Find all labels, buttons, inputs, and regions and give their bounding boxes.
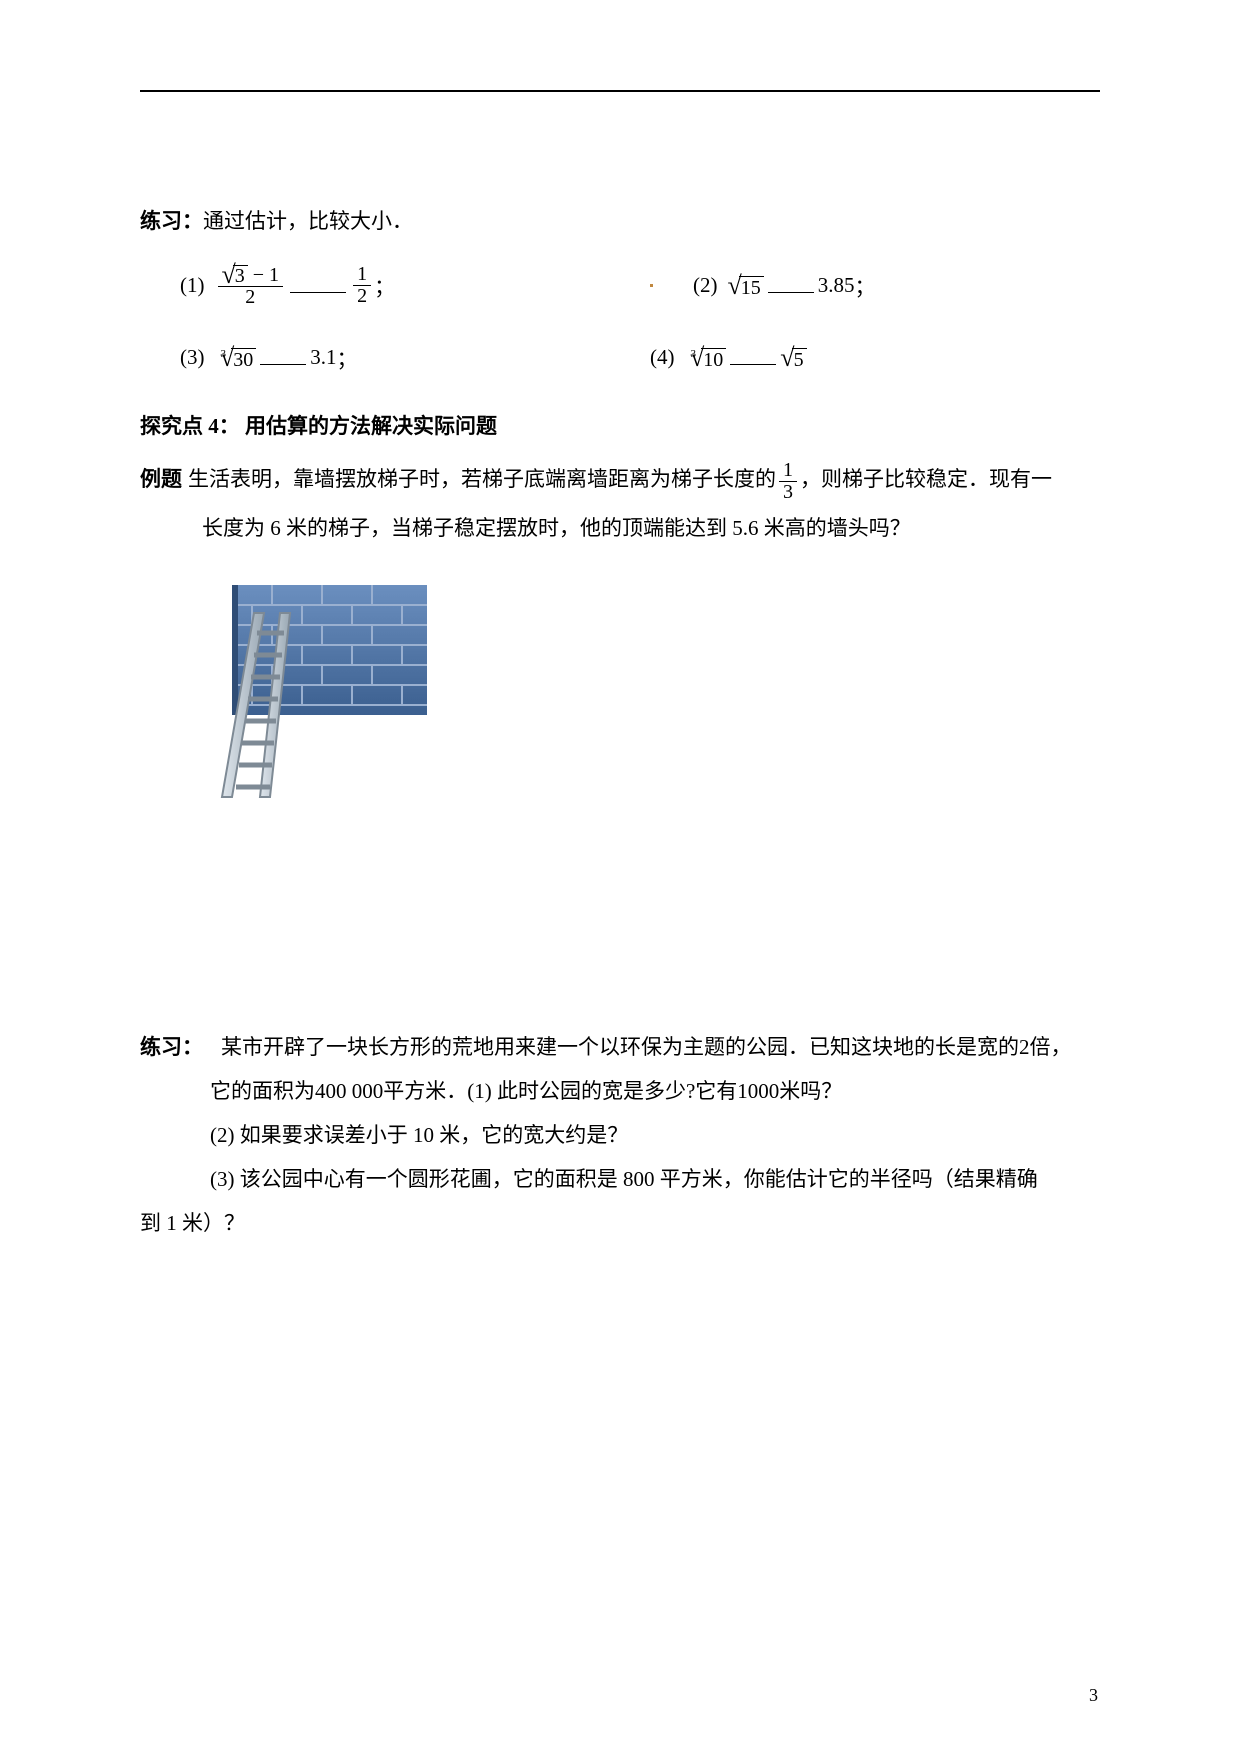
problem-3-rhs: 3.1 — [310, 345, 336, 370]
problems-row-2: (3) 3√30 3.1； (4) 3√10 √5 — [140, 330, 1100, 386]
decorative-dot — [650, 284, 653, 287]
practice-heading-label: 练习： — [140, 209, 203, 233]
example-label: 例题 — [140, 456, 182, 502]
example-fraction: 13 — [779, 460, 797, 503]
example-line-1b: ，则梯子比较稳定．现有一 — [800, 467, 1052, 491]
top-horizontal-rule — [140, 90, 1100, 92]
problem-4-num: (4) — [650, 345, 675, 370]
problem-3-num: (3) — [180, 345, 205, 370]
problem-3-tail: ； — [337, 343, 358, 373]
section-4-title: 探究点 4： 用估算的方法解决实际问题 — [140, 410, 1100, 440]
problem-2-rhs: 3.85 — [818, 273, 855, 298]
problem-1-lhs-fraction: √3 − 1 2 — [218, 263, 284, 308]
practice-2-line-3: (2) 如果要求误差小于 10 米，它的宽大约是？ — [140, 1113, 1100, 1157]
problem-1-tail: ； — [374, 271, 395, 301]
problem-2-num: (2) — [693, 273, 718, 298]
problem-1-rhs-fraction: 1 2 — [353, 264, 371, 307]
practice-heading-text: 通过估计，比较大小． — [203, 209, 413, 233]
problem-4-cuberoot: 3√10 — [685, 346, 727, 370]
problem-1-blank — [290, 275, 346, 293]
ladder-wall-illustration — [202, 575, 432, 805]
practice-2-label: 练习： — [140, 1025, 203, 1069]
problem-4: (4) 3√10 √5 — [650, 330, 1100, 386]
problem-3-cuberoot: 3√30 — [215, 346, 257, 370]
example-line-2: 长度为 6 米的梯子，当梯子稳定摆放时，他的顶端能达到 5.6 米高的墙头吗？ — [140, 507, 1100, 549]
problem-1-num: (1) — [180, 273, 205, 298]
practice-2-line-1: 某市开辟了一块长方形的荒地用来建一个以环保为主题的公园．已知这块地的长是宽的2倍… — [221, 1025, 1100, 1069]
example-line-1: 生活表明，靠墙摆放梯子时，若梯子底端离墙距离为梯子长度的13，则梯子比较稳定．现… — [188, 456, 1100, 503]
problem-2-blank — [768, 275, 814, 293]
problem-3: (3) 3√30 3.1； — [180, 330, 650, 386]
practice-2-line-4: (3) 该公园中心有一个圆形花圃，它的面积是 800 平方米，你能估计它的半径吗… — [140, 1157, 1100, 1201]
practice-2-line-5: 到 1 米）？ — [140, 1201, 1100, 1245]
practice-2-block: 练习： 某市开辟了一块长方形的荒地用来建一个以环保为主题的公园．已知这块地的长是… — [140, 1025, 1100, 1245]
problem-4-rhs-sqrt: √5 — [780, 346, 806, 370]
problem-3-blank — [260, 347, 306, 365]
problem-2-tail: ； — [855, 271, 876, 301]
practice-2-line-2: 它的面积为400 000平方米．(1) 此时公园的宽是多少?它有1000米吗？ — [140, 1069, 1100, 1113]
problem-2-sqrt: √15 — [728, 274, 764, 298]
example-block: 例题 生活表明，靠墙摆放梯子时，若梯子底端离墙距离为梯子长度的13，则梯子比较稳… — [140, 456, 1100, 503]
page-number: 3 — [1089, 1685, 1098, 1706]
problems-row-1: (1) √3 − 1 2 1 2 ； (2) √15 — [140, 258, 1100, 314]
problem-2: (2) √15 3.85； — [650, 258, 1100, 314]
problem-4-blank — [730, 347, 776, 365]
practice-heading-line: 练习：通过估计，比较大小． — [140, 202, 1100, 242]
problem-1: (1) √3 − 1 2 1 2 ； — [180, 258, 650, 314]
example-line-1a: 生活表明，靠墙摆放梯子时，若梯子底端离墙距离为梯子长度的 — [188, 467, 776, 491]
